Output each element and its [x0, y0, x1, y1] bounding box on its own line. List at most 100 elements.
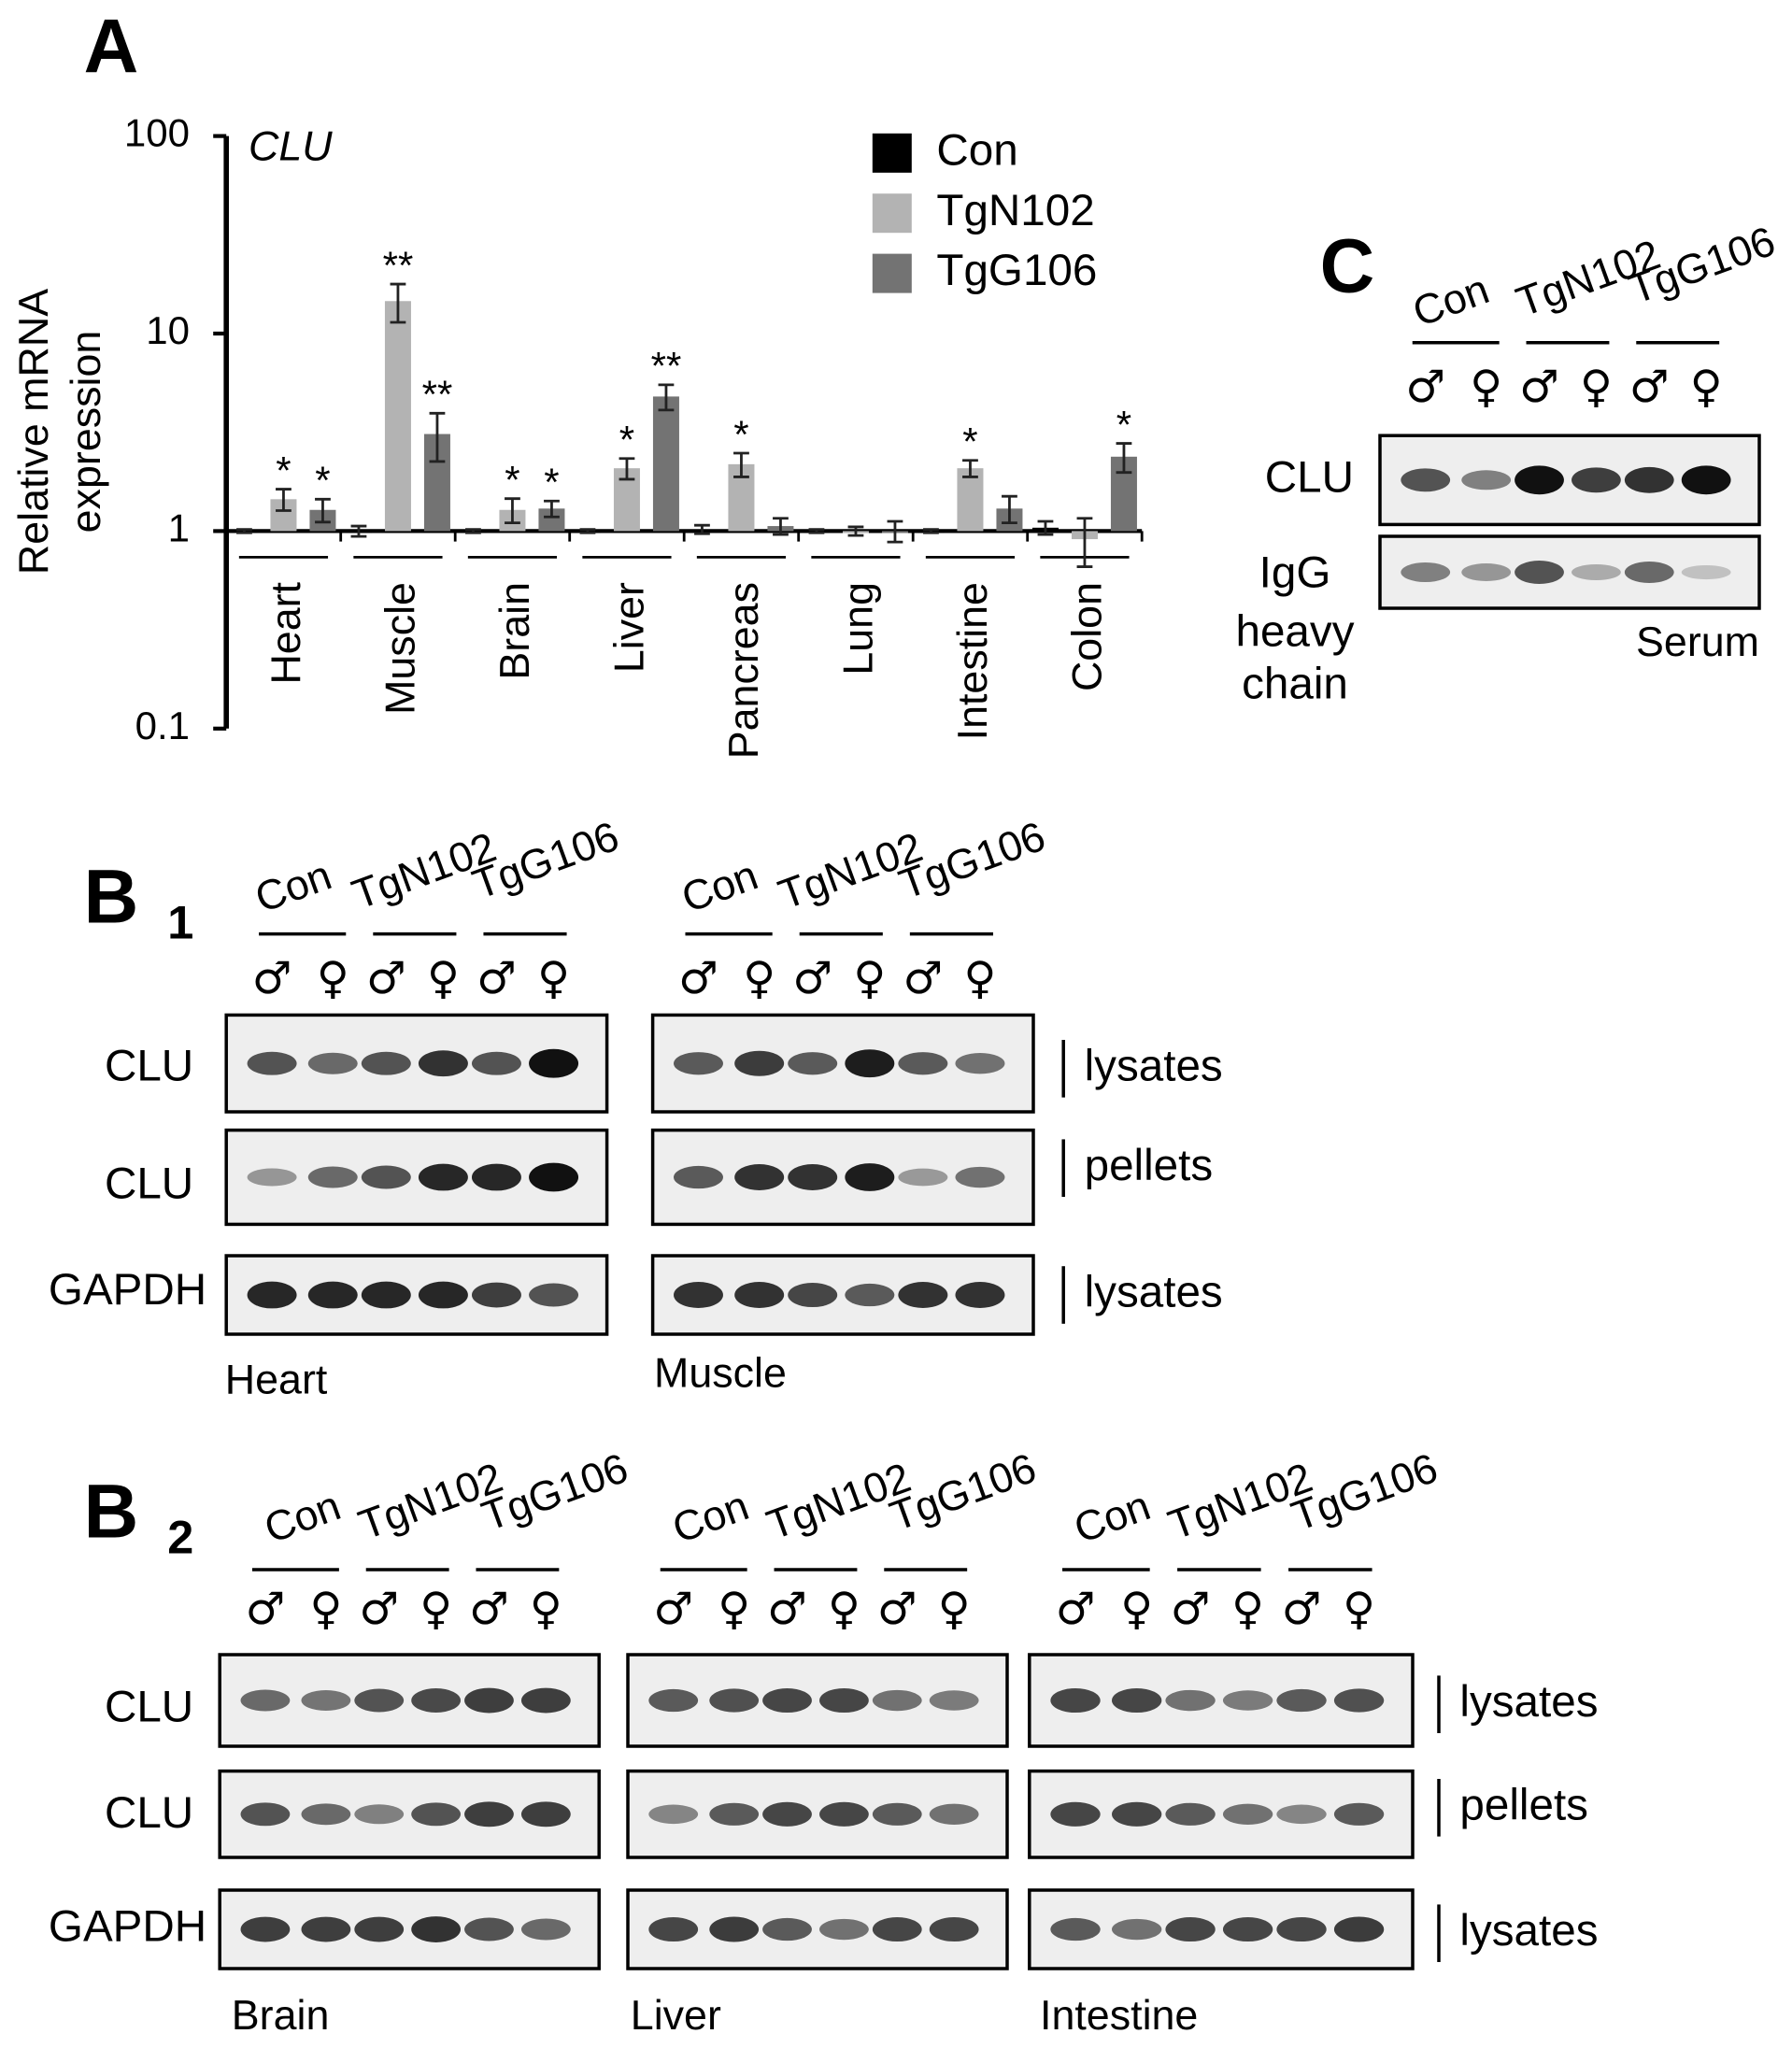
band — [1222, 1916, 1273, 1942]
error-bar — [579, 528, 596, 534]
legend-label: TgG106 — [936, 246, 1097, 295]
error-bar — [544, 499, 560, 519]
band — [674, 1052, 723, 1075]
band — [301, 1690, 351, 1711]
band — [471, 1282, 521, 1308]
band — [955, 1282, 1005, 1308]
sex-symbol: ♂ — [767, 1584, 807, 1635]
row-label: heavy — [1235, 607, 1354, 657]
tissue-label: Heart — [225, 1357, 328, 1403]
error-bar — [315, 497, 331, 524]
band — [411, 1916, 462, 1942]
error-bar — [694, 523, 710, 535]
sex-symbol: ♀ — [1470, 362, 1502, 413]
band — [955, 1166, 1005, 1188]
band — [354, 1804, 405, 1825]
sex-symbol: ♀ — [964, 953, 997, 1004]
error-bar — [1037, 519, 1054, 536]
band — [762, 1687, 812, 1714]
legend-swatch — [872, 133, 912, 173]
y-tick-label: 0.1 — [135, 704, 190, 747]
sex-symbol: ♂ — [1056, 1584, 1096, 1635]
sex-symbol: ♀ — [317, 953, 349, 1004]
row-label: GAPDH — [49, 1902, 206, 1952]
band — [845, 1283, 895, 1307]
error-bar — [350, 524, 367, 538]
band — [674, 1165, 723, 1189]
side-label: pellets — [1085, 1141, 1214, 1190]
legend-label: Con — [936, 125, 1017, 175]
band — [247, 1051, 297, 1075]
blot — [626, 1653, 1009, 1748]
band — [418, 1050, 468, 1077]
band — [520, 1801, 571, 1828]
significance-marker: * — [315, 459, 330, 503]
legend-label: TgN102 — [936, 186, 1094, 235]
band — [361, 1051, 411, 1075]
band — [471, 1163, 521, 1191]
x-tick-label: Liver — [605, 582, 652, 673]
band — [1222, 1803, 1273, 1825]
panel-subscript: 1 — [167, 896, 193, 949]
sex-symbol: ♀ — [420, 1584, 452, 1635]
error-bar — [390, 282, 406, 324]
y-tick-label: 10 — [146, 308, 190, 352]
tissue-label: Brain — [232, 1992, 330, 2039]
band — [1111, 1801, 1162, 1827]
significance-marker: * — [1116, 403, 1131, 447]
y-axis-label: expression — [63, 331, 109, 533]
sex-symbol: ♂ — [1282, 1584, 1322, 1635]
blot — [224, 1128, 609, 1227]
sex-symbol: ♂ — [366, 953, 406, 1004]
band — [464, 1917, 514, 1941]
error-bar — [847, 525, 864, 537]
band — [929, 1803, 979, 1825]
band — [955, 1053, 1005, 1074]
error-bar — [276, 488, 292, 512]
blot — [224, 1013, 609, 1114]
error-bar — [962, 459, 978, 478]
row-label: GAPDH — [49, 1265, 206, 1315]
error-bar — [773, 517, 789, 536]
band — [1050, 1687, 1101, 1714]
band — [520, 1918, 571, 1941]
band — [1222, 1690, 1273, 1711]
blot — [1028, 1888, 1415, 1970]
sex-symbol: ♀ — [537, 953, 570, 1004]
sex-symbol: ♂ — [903, 953, 944, 1004]
band — [1050, 1917, 1101, 1941]
sex-symbol: ♂ — [792, 953, 832, 1004]
sex-symbol: ♀ — [938, 1584, 971, 1635]
bar — [384, 301, 411, 532]
band — [788, 1282, 838, 1308]
panel-label: A — [84, 5, 139, 89]
sex-symbol: ♀ — [427, 953, 460, 1004]
band — [1333, 1916, 1385, 1942]
band — [1165, 1916, 1216, 1942]
error-bar — [1076, 517, 1093, 568]
side-label: lysates — [1085, 1041, 1223, 1090]
sex-symbol: ♀ — [1343, 1584, 1375, 1635]
error-bar — [1116, 442, 1132, 475]
sex-symbol: ♀ — [828, 1584, 860, 1635]
band — [1681, 465, 1731, 495]
sex-symbol: ♂ — [469, 1584, 509, 1635]
band — [788, 1052, 838, 1075]
sex-symbol: ♂ — [1405, 362, 1445, 413]
band — [872, 1802, 922, 1826]
band — [898, 1282, 948, 1308]
row-label: CLU — [105, 1682, 193, 1731]
panel-label: C — [1320, 225, 1375, 309]
significance-marker: * — [619, 418, 634, 462]
significance-marker: * — [505, 458, 519, 502]
panel-label: B — [84, 855, 139, 939]
band — [898, 1168, 948, 1187]
band — [1333, 1688, 1385, 1713]
band — [411, 1688, 462, 1713]
band — [418, 1281, 468, 1309]
x-tick-label: Muscle — [377, 582, 423, 715]
band — [1276, 1804, 1327, 1825]
error-bar — [923, 528, 939, 534]
band — [929, 1916, 979, 1942]
